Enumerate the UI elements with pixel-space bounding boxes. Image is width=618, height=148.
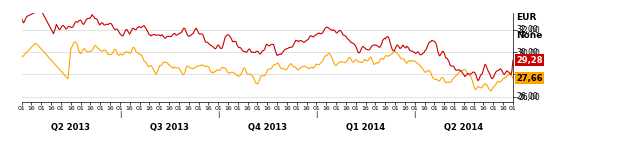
Text: |: |	[119, 111, 121, 118]
Text: Q1 2014: Q1 2014	[346, 123, 385, 132]
Text: Q3 2013: Q3 2013	[150, 123, 188, 132]
Text: |: |	[217, 111, 219, 118]
Text: Q2 2013: Q2 2013	[51, 123, 90, 132]
Text: 30,00: 30,00	[516, 48, 538, 57]
Text: Q2 2014: Q2 2014	[444, 123, 483, 132]
Text: |: |	[315, 111, 318, 118]
Text: 29,28: 29,28	[516, 56, 543, 65]
Text: 32,00: 32,00	[516, 25, 538, 34]
Text: None: None	[516, 31, 543, 40]
Text: 27,66: 27,66	[516, 74, 543, 83]
Text: 26,00: 26,00	[516, 92, 538, 101]
Text: |: |	[413, 111, 416, 118]
Text: EUR: EUR	[516, 13, 536, 22]
Text: Q4 2013: Q4 2013	[248, 123, 287, 132]
